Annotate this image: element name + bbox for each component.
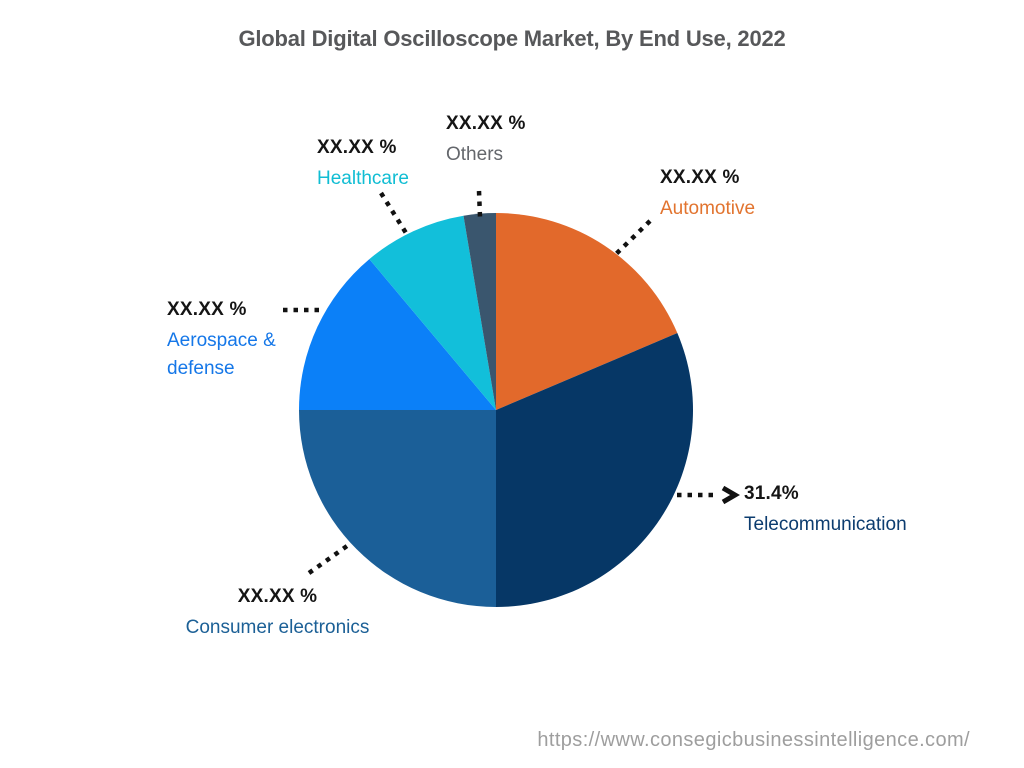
healthcare-name: Healthcare: [317, 168, 409, 189]
label-telecommunication: 31.4% Telecommunication: [744, 482, 907, 539]
label-aerospace-defense: XX.XX % Aerospace & defense: [167, 298, 276, 383]
pie-slices: [299, 212, 693, 607]
pie-slice-healthcare: [369, 215, 496, 410]
aerospace-defense-name-line2: defense: [167, 358, 235, 379]
pie-slice-automotive: [496, 213, 678, 410]
telecommunication-value: 31.4%: [744, 483, 799, 504]
automotive-value: XX.XX %: [660, 167, 740, 188]
consumer-electronics-value: XX.XX %: [237, 586, 318, 607]
pie-slice-telecommunication: [496, 333, 693, 607]
label-consumer-electronics: XX.XX % Consumer electronics: [175, 585, 380, 642]
pie-slice-aerospace-defense: [299, 259, 496, 410]
others-name: Others: [446, 144, 504, 165]
automotive-name: Automotive: [660, 198, 756, 219]
leader-line-1: [476, 190, 483, 218]
chart-title: Global Digital Oscilloscope Market, By E…: [238, 26, 786, 51]
label-automotive: XX.XX % Automotive: [660, 166, 755, 223]
source-url: https://www.consegicbusinessintelligence…: [537, 729, 970, 751]
leader-line-4: [307, 544, 349, 575]
others-value: XX.XX %: [446, 113, 526, 134]
leader-lines: [283, 190, 740, 575]
label-others: XX.XX % Others: [446, 112, 526, 169]
label-healthcare: XX.XX % Healthcare: [317, 136, 409, 193]
leader-line-2: [379, 191, 408, 235]
consumer-electronics-name: Consumer electronics: [185, 617, 370, 638]
pie-slice-consumer-electronics: [299, 410, 496, 607]
aerospace-defense-value: XX.XX %: [167, 299, 247, 320]
arrowhead-icon: [721, 485, 740, 505]
healthcare-value: XX.XX %: [317, 137, 397, 158]
telecommunication-name: Telecommunication: [744, 514, 907, 535]
aerospace-defense-name-line1: Aerospace &: [167, 330, 276, 351]
pie-slice-others: [463, 212, 496, 410]
leader-line-0: [614, 219, 652, 256]
